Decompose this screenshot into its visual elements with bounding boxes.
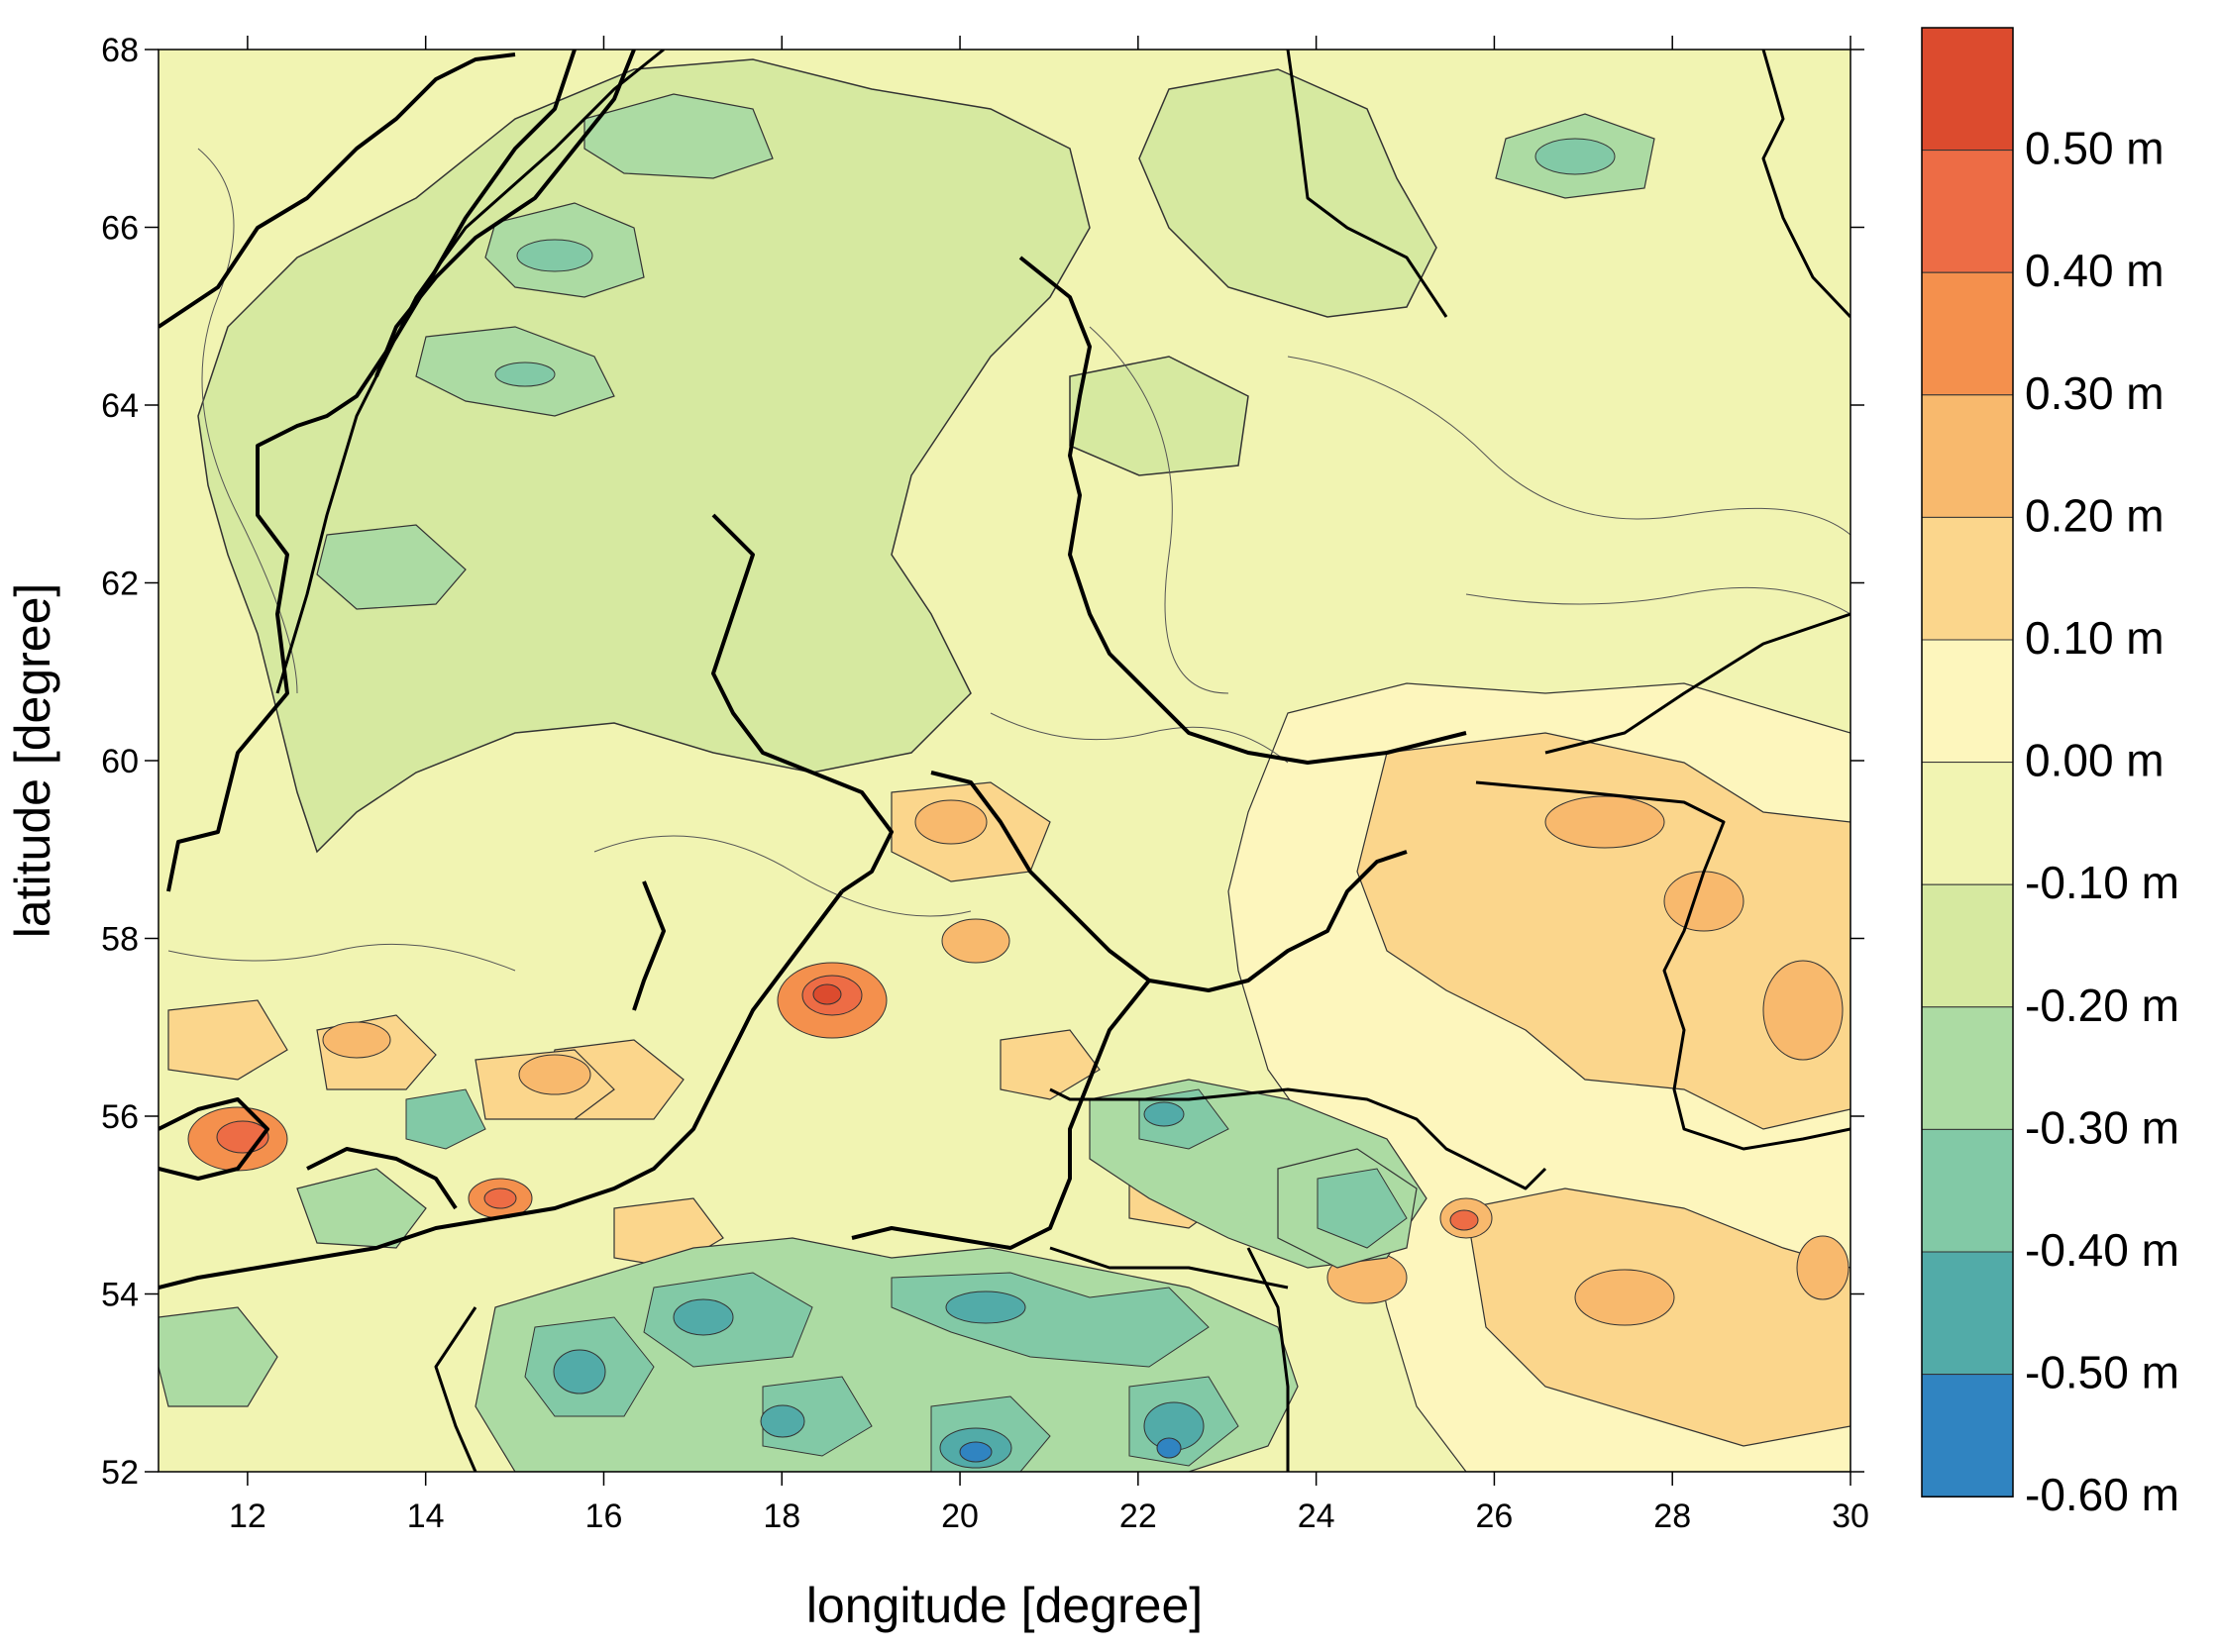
y-tick-label: 58: [101, 921, 139, 959]
colorbar-band: [1921, 1006, 2014, 1130]
colorbar-band: [1921, 150, 2014, 273]
coastlines: [159, 50, 1467, 1290]
y-axis: 52 54 56 58 60 62 64 66 68: [101, 32, 1864, 1492]
contour-patches-scandinavia-deep: [494, 138, 1616, 387]
plot-frame: 12 14 16 18 20 22 24 26 28 30 52 54 56 58 60 62 64 66 68: [101, 32, 1869, 1535]
colorbar-band: [1921, 1251, 2014, 1376]
colorbar-band: [1921, 516, 2014, 641]
x-tick-label: 24: [1298, 1497, 1335, 1535]
map-plot-area: [159, 50, 1850, 1472]
colorbar-label: 0.20 m: [2025, 489, 2165, 541]
colorbar-band: [1921, 883, 2014, 1008]
contour-region-scandinavia: [197, 58, 1091, 854]
x-tick-label: 12: [229, 1497, 266, 1535]
x-axis: 12 14 16 18 20 22 24 26 28 30: [229, 36, 1869, 1535]
colorbar-label: 0.40 m: [2025, 245, 2165, 296]
colorbar-band: [1921, 271, 2014, 396]
x-tick-label: 26: [1476, 1497, 1514, 1535]
y-tick-label: 52: [101, 1454, 139, 1492]
contour-region-north-finland: [1138, 68, 1437, 318]
y-tick-label: 56: [101, 1098, 139, 1136]
colorbar-label: -0.10 m: [2025, 857, 2179, 908]
y-tick-label: 60: [101, 743, 139, 780]
y-axis-title: latitude [degree]: [5, 583, 60, 939]
contour-patches-positive-deep: [322, 795, 1850, 1391]
contour-lines: [167, 148, 1850, 972]
country-borders: [275, 50, 1850, 1472]
colorbar-label: -0.50 m: [2025, 1347, 2179, 1398]
colorbar-label: -0.30 m: [2025, 1101, 2179, 1153]
colorbar-band: [1921, 1374, 2014, 1497]
colorbar-band: [1921, 27, 2014, 152]
y-tick-label: 66: [101, 210, 139, 248]
x-tick-label: 28: [1653, 1497, 1691, 1535]
x-tick-label: 20: [941, 1497, 979, 1535]
colorbar-band: [1921, 394, 2014, 518]
x-tick-label: 16: [585, 1497, 623, 1535]
colorbar-border: [1921, 27, 2014, 1497]
colorbar-label: -0.40 m: [2025, 1224, 2179, 1276]
y-tick-label: 64: [101, 387, 139, 425]
x-tick-label: 30: [1832, 1497, 1869, 1535]
colorbar-label: 0.30 m: [2025, 367, 2165, 419]
colorbar-band: [1921, 639, 2014, 764]
x-axis-title: longitude [degree]: [806, 1578, 1203, 1633]
x-tick-label: 18: [763, 1497, 800, 1535]
colorbar-band: [1921, 762, 2014, 885]
colorbar-label: 0.00 m: [2025, 735, 2165, 786]
colorbar: 0.50 m 0.40 m 0.30 m 0.20 m 0.10 m 0.00 m -0.1…: [1921, 27, 2179, 1520]
y-tick-label: 62: [101, 566, 139, 603]
contour-patches-strong-positive: [187, 962, 1479, 1231]
colorbar-label: -0.60 m: [2025, 1469, 2179, 1520]
y-tick-label: 68: [101, 32, 139, 69]
colorbar-label: 0.50 m: [2025, 123, 2165, 174]
x-tick-label: 14: [407, 1497, 445, 1535]
colorbar-band: [1921, 1128, 2014, 1253]
x-tick-label: 22: [1119, 1497, 1157, 1535]
y-tick-label: 54: [101, 1277, 139, 1314]
contour-patches-south-deepest: [553, 1101, 1205, 1469]
colorbar-label: 0.10 m: [2025, 612, 2165, 664]
colorbar-label: -0.20 m: [2025, 980, 2179, 1031]
